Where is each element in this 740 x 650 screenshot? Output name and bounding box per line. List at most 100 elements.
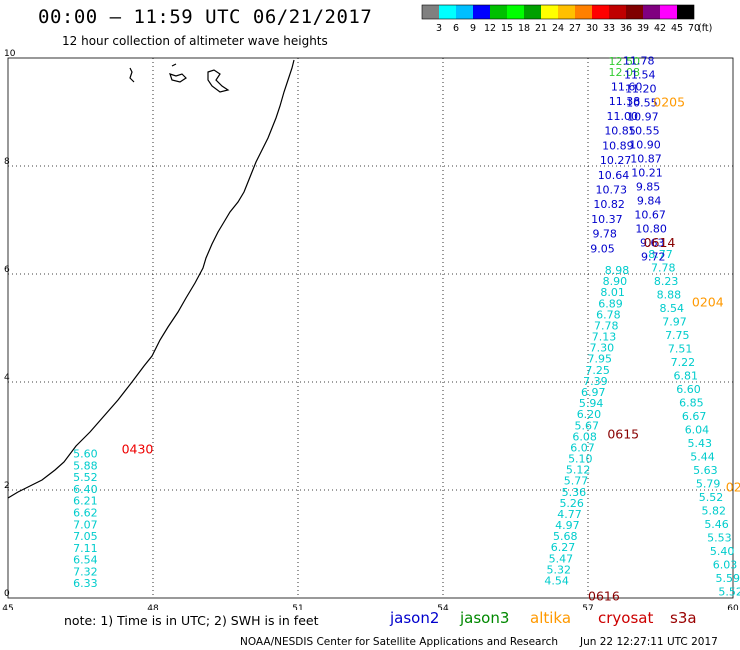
wave-height-value: 7.07 xyxy=(73,518,98,531)
pass-time-label: 0614 xyxy=(644,235,676,250)
lon-tick-label: 48 xyxy=(147,604,159,610)
map-title: 00:00 – 11:59 UTC 06/21/2017 xyxy=(38,6,373,28)
wave-height-value: 6.27 xyxy=(551,541,576,554)
wave-height-value: 10.55 xyxy=(626,96,658,109)
wave-height-value: 6.33 xyxy=(73,577,98,590)
wave-height-value: 5.79 xyxy=(696,477,721,490)
wave-height-value: 7.75 xyxy=(665,329,690,342)
wave-height-value: 10.87 xyxy=(630,152,662,165)
pass-time-label: 0615 xyxy=(607,427,639,442)
color-scale-tick: 33 xyxy=(603,23,615,34)
color-scale-tick: 27 xyxy=(569,23,581,34)
wave-height-value: 8.98 xyxy=(605,264,630,277)
wave-height-value: 5.44 xyxy=(690,450,715,463)
wave-height-value: 7.95 xyxy=(587,353,612,366)
color-scale-tick: 30 xyxy=(586,23,598,34)
wave-height-value: 8.90 xyxy=(603,275,628,288)
map-frame xyxy=(7,57,734,599)
wave-height-value: 7.97 xyxy=(662,315,687,328)
track-east-cyan: 8.777.788.238.888.547.977.757.517.226.81… xyxy=(648,248,740,599)
pass-time-label: 0616 xyxy=(588,589,620,604)
color-scale-tick: 12 xyxy=(484,23,496,34)
wave-height-value: 5.26 xyxy=(559,497,584,510)
wave-height-value: 6.03 xyxy=(713,558,738,571)
lon-tick-label: 54 xyxy=(437,604,449,610)
track-west: 5.605.885.526.406.216.627.077.057.116.54… xyxy=(73,448,98,591)
wave-height-value: 12.08 xyxy=(609,66,641,79)
wave-height-value: 6.97 xyxy=(581,386,606,399)
wave-height-value: 4.54 xyxy=(544,575,569,588)
legend-s3a: s3a xyxy=(670,609,697,627)
lon-tick-label: 45 xyxy=(2,604,13,610)
wave-height-value: 8.23 xyxy=(654,275,679,288)
wave-height-value: 11.54 xyxy=(624,68,656,81)
wave-height-value: 10.67 xyxy=(634,208,666,221)
color-scale-tick: 36 xyxy=(620,23,632,34)
wave-height-value: 5.40 xyxy=(710,545,735,558)
wave-height-value: 5.67 xyxy=(575,419,600,432)
color-swatch xyxy=(592,5,609,19)
wave-height-value: 10.85 xyxy=(604,125,636,138)
color-scale-tick: 24 xyxy=(552,23,564,34)
wave-height-value: 11.20 xyxy=(625,82,657,95)
wave-height-value: 5.47 xyxy=(549,552,574,565)
wave-height-value: 5.63 xyxy=(693,464,718,477)
pass-time-label: 0204 xyxy=(692,294,724,309)
wave-height-value: 6.20 xyxy=(577,408,602,421)
wave-height-value: 6.81 xyxy=(673,369,698,382)
wave-height-value: 6.78 xyxy=(596,308,621,321)
lat-lon-grid xyxy=(7,57,734,599)
wave-height-value: 9.85 xyxy=(636,180,661,193)
wave-height-value: 7.78 xyxy=(594,319,619,332)
lat-tick-label: 10 xyxy=(4,49,16,59)
color-swatch xyxy=(609,5,626,19)
wave-height-value: 8.01 xyxy=(600,286,625,299)
wave-height-value: 4.77 xyxy=(557,508,582,521)
color-swatch xyxy=(643,5,660,19)
wave-height-value: 5.46 xyxy=(704,518,729,531)
wave-height-value: 6.62 xyxy=(73,507,98,520)
credit-line: NOAA/NESDIS Center for Satellite Applica… xyxy=(240,636,558,648)
color-scale-bar: 3 6 9 12 15 18 21 24 27 30 33 36 39 42 45 70(ft) xyxy=(421,4,712,34)
track-blue-b: 11.7811.5411.2010.5510.9710.5510.9010.87… xyxy=(623,54,667,263)
color-scale-tick: 18 xyxy=(518,23,530,34)
wave-height-value: 11.00 xyxy=(607,110,639,123)
color-swatch xyxy=(473,5,490,19)
wave-height-value: 7.39 xyxy=(583,375,608,388)
color-scale-unit: (ft) xyxy=(698,23,712,34)
color-scale-tick: 15 xyxy=(501,23,513,34)
wave-height-value: 6.85 xyxy=(679,396,704,409)
wave-height-value: 7.05 xyxy=(73,530,98,543)
generated-timestamp: Jun 22 12:27:11 UTC 2017 xyxy=(580,636,718,648)
color-scale-tick: 6 xyxy=(453,23,459,34)
wave-height-value: 4.97 xyxy=(555,519,580,532)
wave-height-value: 5.68 xyxy=(553,530,578,543)
coastline xyxy=(7,59,295,499)
map-subtitle: 12 hour collection of altimeter wave hei… xyxy=(62,34,328,48)
wave-height-value: 12.50 xyxy=(609,55,641,68)
color-scale-tick: 45 xyxy=(671,23,683,34)
wave-height-value: 8.77 xyxy=(648,248,673,261)
wave-height-value: 6.89 xyxy=(598,297,623,310)
color-scale-tick: 70 xyxy=(688,23,700,34)
color-swatch xyxy=(524,5,541,19)
wave-height-value: 5.43 xyxy=(687,437,712,450)
color-swatch xyxy=(541,5,558,19)
wave-height-value: 6.67 xyxy=(682,410,707,423)
pass-time-label: 02 xyxy=(726,480,740,495)
wave-height-tracks: 5.605.885.526.406.216.627.077.057.116.54… xyxy=(73,54,740,598)
color-swatch xyxy=(439,5,456,19)
wave-height-value: 7.13 xyxy=(592,331,617,344)
color-swatch xyxy=(677,5,694,19)
wave-height-value: 5.12 xyxy=(566,464,591,477)
color-swatch xyxy=(558,5,575,19)
wave-height-value: 9.05 xyxy=(590,242,615,255)
color-scale-tick: 39 xyxy=(637,23,649,34)
wave-height-value: 5.88 xyxy=(73,459,98,472)
islands xyxy=(129,63,230,93)
wave-height-value: 5.10 xyxy=(568,453,593,466)
wave-height-value: 5.94 xyxy=(579,397,604,410)
wave-height-value: 5.77 xyxy=(564,475,589,488)
